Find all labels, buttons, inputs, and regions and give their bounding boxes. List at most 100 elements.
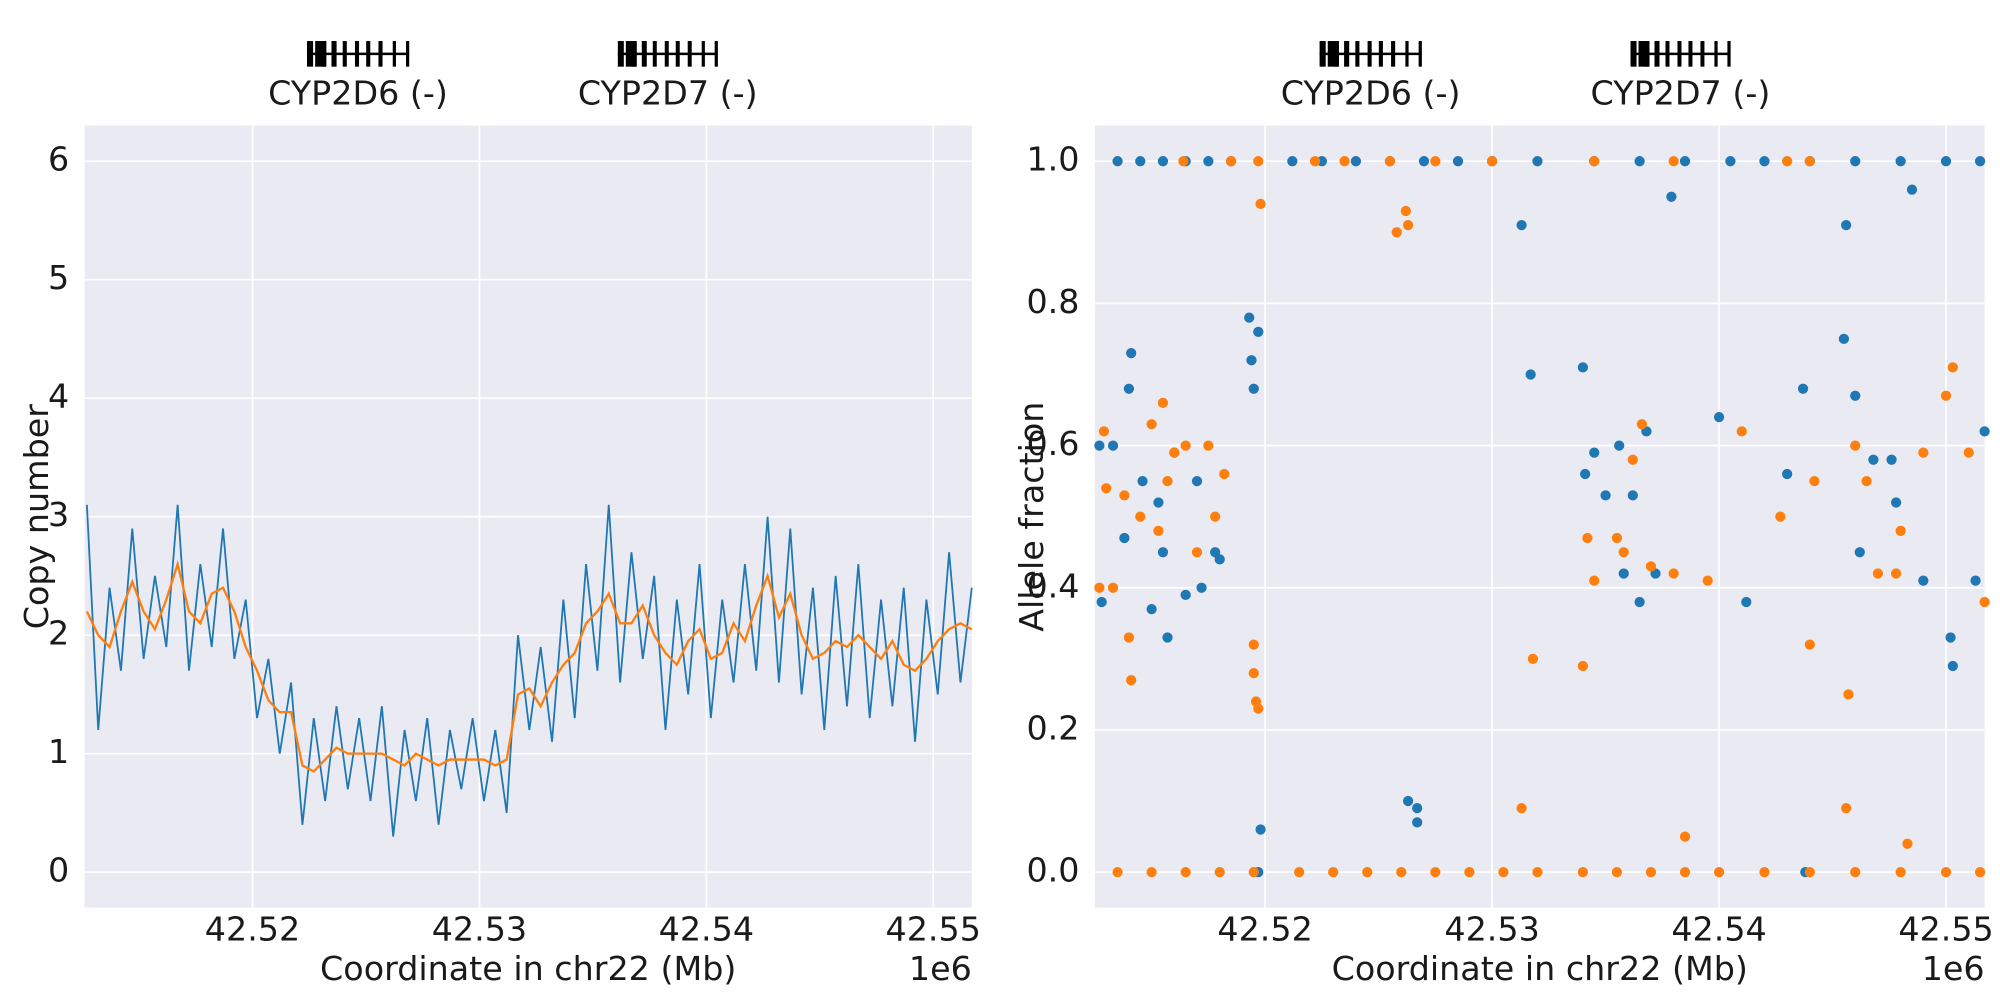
point (1191, 475, 1203, 487)
exon (652, 41, 657, 67)
gene-glyph (1319, 41, 1422, 67)
exon (1327, 41, 1338, 67)
y-tick-label: 0.8 (1026, 282, 1079, 321)
point (1804, 156, 1815, 167)
point (1246, 355, 1257, 366)
point (1886, 454, 1897, 465)
series-line (85, 559, 973, 773)
point (1391, 227, 1402, 238)
point (1527, 653, 1539, 664)
x-axis-label: Coordinate in chr22 (Mb) (320, 949, 736, 988)
point (1287, 156, 1298, 167)
point (1123, 632, 1135, 643)
exon (701, 41, 705, 67)
exon (1344, 41, 1350, 67)
point (1872, 568, 1884, 579)
y-tick-label: 2 (48, 614, 69, 653)
x-axis-label: Coordinate in chr22 (Mb) (1332, 949, 1748, 988)
exon (1391, 41, 1396, 67)
series-line (85, 504, 973, 837)
point (1940, 390, 1952, 401)
point (1736, 426, 1747, 437)
point (1126, 675, 1137, 686)
point (1963, 447, 1974, 458)
point (1098, 426, 1110, 437)
point (1146, 419, 1157, 430)
point (1809, 475, 1820, 487)
y-tick-label: 0.0 (1026, 851, 1079, 890)
point (1627, 490, 1638, 501)
point (1248, 867, 1259, 878)
exon (664, 41, 669, 67)
point (1634, 156, 1645, 167)
exon (641, 41, 647, 67)
point (1096, 596, 1107, 608)
point (1725, 156, 1736, 167)
point (1248, 383, 1259, 394)
x-tick-label: 42.54 (1671, 909, 1766, 948)
point (1153, 497, 1164, 508)
point (1611, 532, 1623, 544)
point (1112, 867, 1123, 878)
point (1107, 582, 1119, 593)
point (1094, 582, 1105, 593)
exon (1367, 41, 1372, 67)
point (1169, 447, 1180, 458)
gene-label: CYP2D7 (-) (1591, 73, 1771, 112)
point (1384, 156, 1396, 167)
point (1895, 156, 1906, 167)
point (1713, 867, 1725, 878)
y-tick-label: 1 (48, 732, 69, 771)
point (1112, 156, 1123, 167)
point (1970, 575, 1981, 586)
point (1582, 532, 1593, 544)
y-tick-label: 1.0 (1026, 140, 1079, 179)
point (1804, 867, 1815, 878)
point (1203, 440, 1214, 451)
x-tick-label: 42.55 (886, 909, 981, 948)
point (1328, 867, 1339, 878)
point (1854, 547, 1865, 558)
exon (1700, 41, 1705, 67)
point (1225, 156, 1237, 167)
point (1974, 156, 1986, 167)
gene-label: CYP2D6 (-) (268, 73, 448, 112)
point (1532, 156, 1543, 167)
point (1589, 447, 1600, 458)
point (1430, 156, 1441, 167)
point (1452, 156, 1464, 167)
point (1309, 156, 1321, 167)
point (1895, 525, 1906, 537)
y-axis-label: Copy number (17, 404, 56, 630)
point (1614, 440, 1625, 451)
point (1741, 596, 1752, 608)
exon (1319, 41, 1326, 67)
point (1577, 660, 1588, 672)
x-tick-label: 42.55 (1898, 909, 1993, 948)
exon (1638, 41, 1649, 67)
y-tick-label: 0.2 (1026, 708, 1079, 747)
point (1679, 156, 1691, 167)
point (1945, 632, 1956, 643)
point (1618, 568, 1629, 579)
point (1947, 660, 1958, 672)
point (1843, 689, 1854, 700)
point (1162, 475, 1173, 487)
point (1850, 390, 1861, 401)
gene-glyph (617, 41, 718, 67)
point (1850, 440, 1861, 451)
point (1666, 191, 1677, 202)
point (1119, 532, 1130, 544)
point (1191, 547, 1203, 558)
point (1775, 511, 1786, 522)
point (1180, 867, 1191, 878)
point (1918, 575, 1929, 586)
point (1577, 362, 1588, 373)
point (1611, 867, 1623, 878)
exon (321, 41, 327, 67)
exon (1727, 41, 1731, 67)
exon (378, 41, 383, 67)
point (1627, 454, 1638, 465)
point (1516, 220, 1527, 231)
point (1516, 803, 1527, 814)
